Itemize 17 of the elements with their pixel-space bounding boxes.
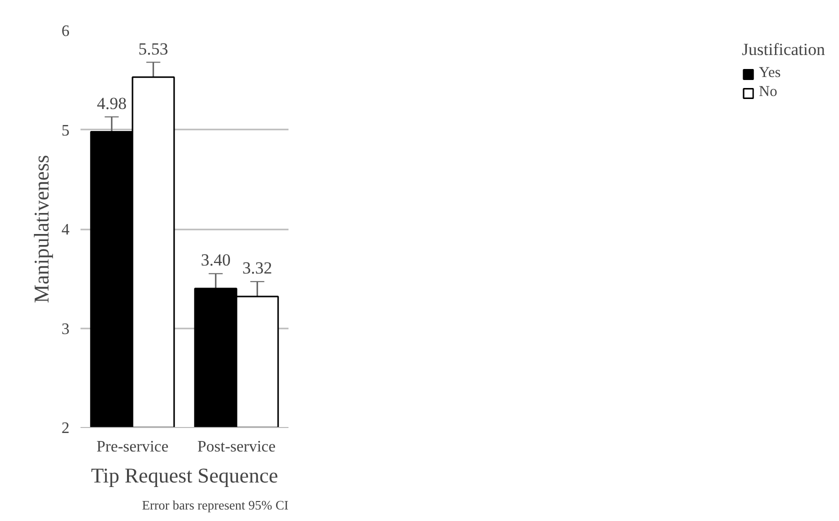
y-tick-label: 6 [62, 23, 70, 40]
x-tick-label: Post-service [197, 438, 276, 456]
data-label: 4.98 [96, 94, 127, 113]
text: Error bars represent 95% CI [142, 498, 289, 512]
legend-title: Justification [742, 40, 825, 60]
data-label: 3.32 [242, 258, 272, 278]
y-axis-title: Manipulativeness [30, 154, 54, 304]
y-tick-label: 3 [62, 320, 70, 338]
x-tick-label: Pre-service [96, 438, 168, 456]
y-tick-label: 4 [62, 222, 70, 238]
y-tick-label: 2 [62, 420, 70, 437]
legend-label: Yes [758, 65, 781, 82]
x-axis-title: Tip Request Sequence [90, 464, 278, 488]
data-label: 3.40 [200, 250, 231, 270]
y-tick-label: 5 [62, 122, 70, 140]
legend-label: No [758, 84, 778, 101]
data-label: 5.53 [138, 39, 168, 58]
